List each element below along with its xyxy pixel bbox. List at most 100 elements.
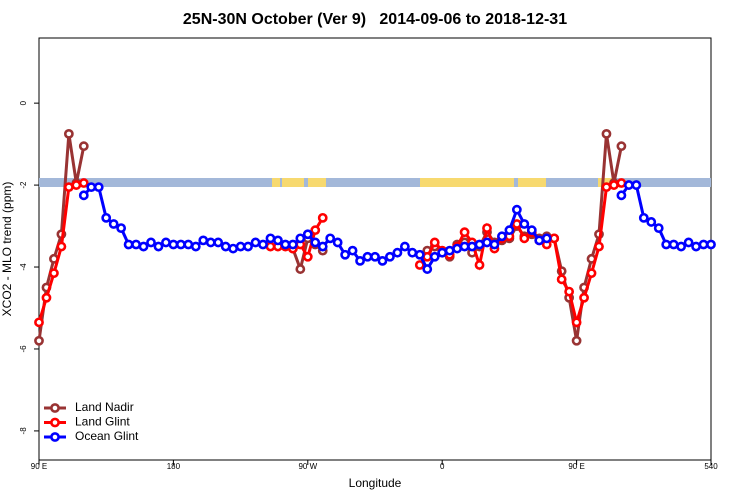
data-point — [459, 227, 470, 238]
data-point — [273, 235, 283, 246]
data-point — [616, 190, 627, 201]
ocean-strip — [39, 178, 711, 187]
data-point — [63, 128, 74, 139]
data-point — [377, 255, 388, 266]
data-point — [325, 233, 336, 244]
data-point — [683, 237, 694, 248]
data-point — [594, 241, 604, 252]
data-point — [459, 241, 470, 252]
data-point — [175, 239, 186, 250]
data-point — [474, 239, 485, 250]
data-point — [653, 223, 664, 234]
x-tick-label: 90 E — [31, 462, 47, 471]
land-strip — [420, 178, 514, 187]
data-point — [534, 235, 545, 246]
data-point — [474, 260, 485, 270]
data-point — [49, 268, 59, 279]
data-point — [638, 212, 649, 223]
data-point — [698, 239, 709, 250]
legend-marker — [50, 417, 60, 428]
data-point — [34, 317, 44, 328]
data-point — [631, 180, 642, 190]
y-tick-label: -6 — [19, 345, 28, 353]
data-point — [497, 231, 507, 242]
data-point — [310, 237, 321, 248]
x-tick-label: 540 — [704, 462, 718, 471]
data-point — [146, 237, 156, 248]
data-point — [78, 178, 89, 188]
data-point — [161, 237, 171, 248]
data-point — [549, 233, 560, 244]
data-point — [78, 141, 89, 152]
data-point — [623, 180, 634, 190]
data-point — [265, 233, 276, 244]
data-point — [437, 247, 448, 258]
data-point — [511, 219, 522, 229]
data-point — [34, 335, 44, 346]
data-point — [668, 239, 679, 250]
data-point — [385, 251, 395, 262]
data-point — [78, 190, 89, 201]
data-point — [153, 241, 164, 252]
data-point — [392, 247, 403, 258]
data-point — [504, 225, 515, 236]
data-point — [362, 251, 373, 262]
y-tick-label: -4 — [19, 263, 28, 271]
data-point — [243, 241, 253, 252]
data-point — [399, 241, 410, 252]
data-point — [93, 182, 104, 193]
data-point — [190, 241, 201, 252]
data-point — [519, 219, 530, 229]
data-point — [280, 239, 291, 250]
legend-marker — [50, 432, 60, 442]
data-point — [86, 182, 97, 193]
data-point — [519, 233, 530, 244]
data-point — [101, 212, 112, 223]
data-point — [616, 178, 627, 188]
data-point — [168, 239, 179, 250]
y-tick-label: -8 — [19, 427, 28, 435]
data-point — [317, 212, 328, 223]
data-point — [489, 239, 500, 250]
data-point — [287, 239, 298, 250]
chart-title: 25N-30N October (Ver 9) 2014-09-06 to 20… — [183, 11, 567, 28]
data-point — [429, 251, 440, 262]
x-tick-label: 180 — [167, 462, 181, 471]
data-point — [586, 268, 597, 279]
x-axis-label: Longitude — [349, 476, 402, 490]
data-point — [571, 317, 582, 328]
x-tick-label: 90 W — [298, 462, 317, 471]
data-point — [601, 182, 612, 193]
data-point — [198, 235, 209, 246]
data-point — [131, 239, 141, 250]
y-axis-label: XCO2 - MLO trend (ppm) — [0, 182, 14, 317]
data-point — [556, 274, 567, 285]
data-point — [407, 247, 418, 258]
series-line — [37, 181, 622, 329]
data-point — [422, 264, 433, 274]
data-point — [414, 260, 425, 270]
data-point — [228, 243, 239, 254]
data-point — [571, 335, 582, 346]
data-point — [646, 217, 657, 227]
x-tick-label: 0 — [440, 462, 445, 471]
data-point — [482, 223, 492, 234]
data-point — [295, 264, 306, 274]
data-point — [123, 239, 134, 250]
data-point — [444, 245, 455, 256]
data-point — [340, 249, 351, 260]
data-point — [541, 233, 552, 244]
data-point — [676, 241, 687, 252]
land-strip — [282, 178, 304, 187]
data-point — [310, 225, 321, 236]
data-point — [41, 292, 52, 303]
data-point — [235, 241, 246, 252]
data-point — [706, 239, 716, 250]
legend-label: Land Glint — [75, 415, 130, 429]
data-point — [467, 241, 477, 252]
data-point — [609, 180, 619, 190]
data-point — [601, 128, 612, 139]
data-point — [258, 239, 268, 250]
data-point — [213, 237, 224, 248]
